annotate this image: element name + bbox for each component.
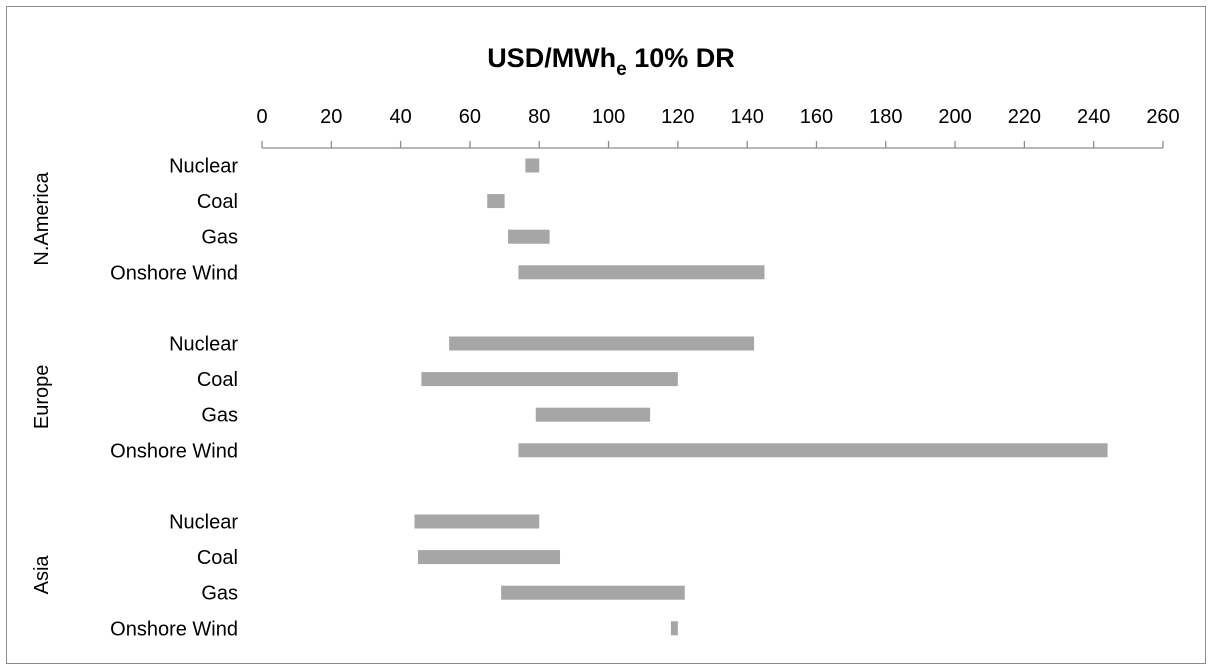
category-label: Gas [201, 227, 238, 249]
category-label: Coal [197, 547, 238, 569]
category-label: Nuclear [169, 334, 238, 356]
chart-title-suffix: 10% DR [627, 43, 735, 73]
category-label: Onshore Wind [110, 262, 238, 284]
range-bar-asia-coal [417, 550, 561, 565]
region-label: N.America [31, 171, 53, 265]
category-label: Nuclear [169, 512, 238, 534]
range-bar-n-america-gas [508, 229, 550, 244]
category-label: Onshore Wind [110, 618, 238, 640]
x-tick-label: 20 [320, 106, 342, 128]
x-tick-label: 0 [256, 106, 267, 128]
chart-frame [6, 6, 1206, 664]
region-label: Asia [31, 555, 53, 595]
x-axis: 0 20 40 60 80 100 120 140 160 180 200 220 240 260 [256, 106, 1180, 149]
range-bar-n-america-onshore-wind [518, 265, 765, 280]
region-labels: N.America Europe Asia [31, 171, 53, 594]
range-bar-n-america-nuclear [525, 158, 540, 173]
x-tick-label: 40 [389, 106, 411, 128]
range-bar-asia-onshore-wind [670, 621, 678, 636]
range-bar-europe-onshore-wind [518, 443, 1108, 458]
category-label: Coal [197, 369, 238, 391]
category-label: Gas [201, 405, 238, 427]
x-tick-label: 60 [459, 106, 481, 128]
category-label: Coal [197, 191, 238, 213]
x-tick-label: 200 [938, 106, 971, 128]
range-bar-europe-gas [535, 407, 651, 422]
range-bar-n-america-coal [487, 194, 505, 209]
x-tick-label: 140 [730, 106, 763, 128]
range-bar-asia-nuclear [414, 514, 540, 529]
category-labels: Nuclear Coal Gas Onshore Wind Nuclear Coal Gas… [110, 156, 238, 641]
x-tick-label: 100 [592, 106, 625, 128]
range-bar-europe-coal [421, 372, 678, 387]
chart-title-main: USD/MWh [487, 43, 616, 73]
x-tick-label: 120 [661, 106, 694, 128]
category-label: Onshore Wind [110, 440, 238, 462]
x-tick-label: 240 [1077, 106, 1110, 128]
chart-title: USD/MWhe 10% DR [487, 43, 735, 80]
x-tick-label: 160 [800, 106, 833, 128]
x-tick-label: 220 [1008, 106, 1041, 128]
x-tick-label: 80 [528, 106, 550, 128]
category-label: Gas [201, 583, 238, 605]
bars [414, 158, 1108, 636]
chart-title-subscript: e [616, 59, 627, 80]
x-tick-label: 260 [1146, 106, 1179, 128]
region-label: Europe [31, 365, 53, 430]
x-tick-label: 180 [869, 106, 902, 128]
category-label: Nuclear [169, 156, 238, 178]
range-bar-europe-nuclear [449, 336, 755, 351]
range-bar-asia-gas [501, 585, 685, 600]
